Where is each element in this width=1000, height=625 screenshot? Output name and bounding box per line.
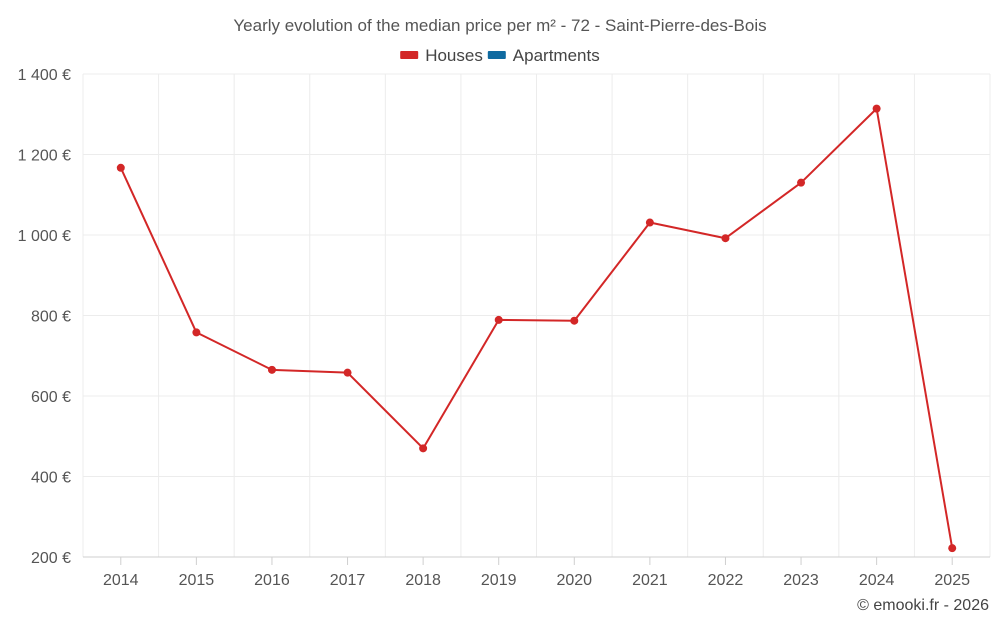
x-tick-label: 2017 (330, 572, 366, 589)
houses-data-point[interactable] (116, 163, 125, 172)
y-tick-label: 1 200 € (18, 148, 71, 165)
x-tick-label: 2016 (254, 572, 290, 589)
x-tick-label: 2019 (481, 572, 517, 589)
houses-data-point[interactable] (419, 444, 428, 453)
houses-data-point[interactable] (645, 218, 654, 227)
x-tick-label: 2021 (632, 572, 668, 589)
y-tick-label: 800 € (31, 309, 71, 326)
x-tick-label: 2024 (859, 572, 895, 589)
legend-label-houses: Houses (425, 46, 483, 65)
y-tick-label: 1 400 € (18, 67, 71, 84)
x-tick-label: 2014 (103, 572, 139, 589)
y-tick-label: 200 € (31, 550, 71, 567)
houses-data-point[interactable] (570, 316, 579, 325)
houses-data-point[interactable] (192, 328, 201, 337)
legend-label-apartments: Apartments (513, 46, 600, 65)
x-tick-label: 2020 (556, 572, 592, 589)
houses-data-point[interactable] (797, 178, 806, 187)
x-tick-label: 2025 (934, 572, 970, 589)
legend-item-apartments[interactable]: Apartments (487, 46, 600, 65)
x-tick-label: 2023 (783, 572, 819, 589)
houses-data-point[interactable] (721, 234, 730, 243)
y-tick-label: 600 € (31, 389, 71, 406)
houses-data-point[interactable] (343, 368, 352, 377)
legend-item-houses[interactable]: Houses (400, 46, 483, 65)
legend-swatch-houses (400, 51, 419, 59)
x-tick-label: 2018 (405, 572, 441, 589)
chart-title: Yearly evolution of the median price per… (233, 16, 766, 35)
credit-text: © emooki.fr - 2026 (857, 597, 989, 614)
houses-data-point[interactable] (872, 104, 881, 113)
y-axis: 200 € 400 € 600 € 800 € 1 000 € 1 200 € 1 400 … (18, 67, 71, 567)
grid-lines (82, 73, 991, 558)
x-tick-label: 2015 (179, 572, 215, 589)
houses-data-point[interactable] (494, 315, 503, 324)
series-layer (116, 104, 957, 553)
y-tick-label: 400 € (31, 470, 71, 487)
legend-swatch-apartments (487, 51, 506, 59)
x-tick-label: 2022 (708, 572, 744, 589)
houses-data-point[interactable] (948, 544, 957, 553)
houses-series-line (119, 107, 954, 549)
chart-legend: Houses Apartments (400, 46, 600, 65)
x-axis: 2014 2015 2016 2017 2018 2019 2020 2021 2022 2023… (103, 557, 970, 589)
houses-data-point[interactable] (267, 365, 276, 374)
y-tick-label: 1 000 € (18, 228, 71, 245)
